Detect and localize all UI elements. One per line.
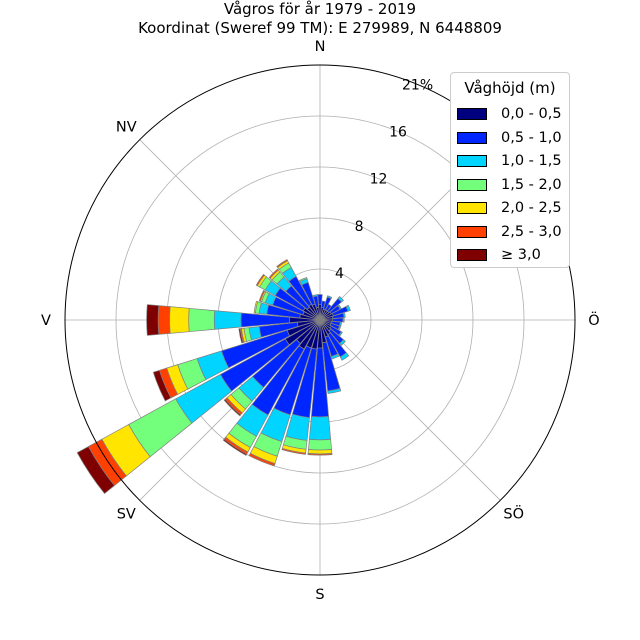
rose-bar xyxy=(258,289,266,302)
direction-label: SV xyxy=(117,507,136,523)
rose-bar xyxy=(337,296,344,303)
rose-bar xyxy=(157,305,171,335)
rose-bar xyxy=(308,416,332,441)
rose-bar xyxy=(337,304,342,310)
rose-bar xyxy=(146,304,160,336)
rose-bar xyxy=(308,438,332,451)
direction-label: S xyxy=(315,587,324,603)
radial-tick-label: 12 xyxy=(370,172,388,188)
radial-tick-label: 8 xyxy=(355,219,364,235)
rose-bar xyxy=(169,306,190,334)
chart-title-line2: Koordinat (Sweref 99 TM): E 279989, N 64… xyxy=(138,19,502,37)
rose-bar xyxy=(248,452,276,467)
rose-bar xyxy=(268,268,279,279)
radial-tick-label: 4 xyxy=(335,266,344,282)
direction-label: SÖ xyxy=(503,505,524,523)
direction-label: N xyxy=(315,39,326,55)
rose-bar xyxy=(345,304,351,312)
legend-title: Våghöjd (m) xyxy=(464,79,556,97)
rose-bar xyxy=(338,331,343,337)
legend-swatch xyxy=(457,225,487,238)
rose-bar xyxy=(339,352,350,361)
rose-bar xyxy=(339,321,342,327)
chart-title: Vågros för år 1979 - 2019 Koordinat (Swe… xyxy=(0,0,640,38)
rose-bar xyxy=(339,339,346,346)
legend-label: 0,0 - 0,5 xyxy=(501,106,562,122)
legend-label: 2,5 - 3,0 xyxy=(501,223,562,240)
chart-legend: Våghöjd (m) 0,0 - 0,5 0,5 - 1,0 1,0 - 1,… xyxy=(450,72,570,268)
grid-spoke xyxy=(319,319,501,501)
legend-label: 0,5 - 1,0 xyxy=(501,129,562,146)
polar-frame xyxy=(64,64,576,576)
rose-bar xyxy=(223,398,242,417)
rose-bar xyxy=(253,300,259,314)
rose-bar xyxy=(312,294,318,298)
radial-tick-label: 16 xyxy=(389,125,407,141)
chart-title-line1: Vågros för år 1979 - 2019 xyxy=(223,0,417,18)
rose-bar xyxy=(276,259,289,268)
rose-bar xyxy=(307,449,333,455)
rose-bar xyxy=(152,369,172,402)
direction-label: NV xyxy=(116,119,137,135)
legend-label: 1,5 - 2,0 xyxy=(501,176,562,193)
rose-bar xyxy=(342,312,346,318)
legend-label: 1,0 - 1,5 xyxy=(501,153,562,169)
legend-swatch xyxy=(457,131,487,144)
rose-bar xyxy=(281,448,307,455)
rose-bar xyxy=(298,276,308,283)
rose-bar xyxy=(317,294,323,306)
rose-bar xyxy=(307,452,333,456)
legend-swatch xyxy=(457,178,487,191)
rose-bar xyxy=(222,438,248,456)
rose-bar xyxy=(238,328,244,344)
legend-swatch xyxy=(457,155,487,167)
rose-bar xyxy=(213,310,242,330)
rose-bar xyxy=(320,300,326,309)
legend-label: ≥ 3,0 xyxy=(501,247,541,263)
rose-bar xyxy=(337,325,342,331)
rose-bar xyxy=(76,446,115,495)
rose-bar xyxy=(255,273,265,287)
rose-bar xyxy=(342,317,345,323)
legend-swatch xyxy=(457,108,487,120)
radial-tick-label: 21% xyxy=(402,77,433,93)
direction-label: V xyxy=(41,313,51,329)
legend-label: 2,0 - 2,5 xyxy=(501,200,562,216)
rose-bar xyxy=(326,295,333,300)
rose-bar xyxy=(327,388,342,394)
legend-swatch xyxy=(457,202,487,214)
rose-bar xyxy=(188,307,215,333)
rose-bar xyxy=(330,353,340,360)
legend-swatch xyxy=(457,249,487,261)
direction-label: Ö xyxy=(588,311,599,329)
